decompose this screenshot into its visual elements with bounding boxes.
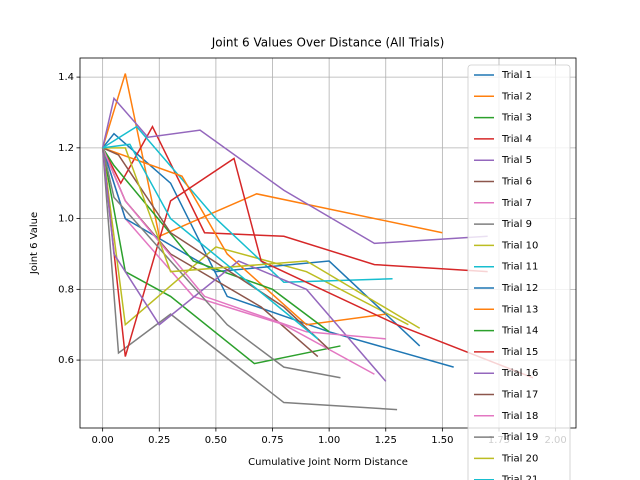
legend-label: Trial 20 [501, 453, 538, 464]
series-line [102, 132, 454, 368]
y-tick-label: 1.4 [58, 72, 74, 83]
series-line [102, 147, 330, 351]
legend-label: Trial 9 [501, 219, 532, 230]
series-line [101, 147, 341, 365]
series-line [101, 147, 421, 347]
series-line [101, 147, 386, 340]
legend-label: Trial 12 [501, 283, 538, 294]
chart-title: Joint 6 Values Over Distance (All Trials… [211, 36, 445, 50]
series-line [102, 147, 421, 329]
y-tick-label: 1.0 [58, 214, 74, 225]
series-line [101, 147, 387, 382]
legend-label: Trial 2 [501, 91, 532, 102]
legend-label: Trial 1 [501, 70, 532, 81]
series-line [101, 73, 443, 238]
x-tick-label: 0.25 [148, 435, 170, 446]
legend-label: Trial 10 [501, 240, 538, 251]
legend-label: Trial 4 [501, 134, 532, 145]
legend-label: Trial 3 [501, 113, 532, 124]
legend: Trial 1 Trial 2 Trial 3 Trial 4 Trial 5 Trial… [467, 64, 571, 480]
x-axis-label: Cumulative Joint Norm Distance [248, 457, 408, 468]
plot-frame [79, 57, 577, 429]
x-tick-label: 0.50 [205, 435, 227, 446]
y-axis-label: Joint 6 Value [29, 212, 40, 275]
legend-label: Trial 5 [501, 155, 532, 166]
series-line [101, 125, 488, 273]
series-line [101, 147, 341, 379]
x-tick-label: 1.25 [375, 435, 397, 446]
x-tick-label: 0.00 [92, 435, 114, 446]
x-tick-label: 0.75 [261, 435, 283, 446]
y-tick-label: 0.6 [58, 355, 74, 366]
series-line [101, 147, 534, 379]
series-line [102, 147, 386, 326]
x-tick-label: 1.50 [431, 435, 453, 446]
x-tick-label: 1.00 [318, 435, 340, 446]
y-tick-label: 0.8 [58, 284, 74, 295]
series-line [101, 96, 488, 245]
series-line [101, 147, 398, 411]
legend-label: Trial 15 [501, 347, 538, 358]
series-line [102, 143, 319, 340]
legend-label: Trial 7 [501, 198, 532, 209]
legend-label: Trial 13 [501, 304, 538, 315]
legend-label: Trial 16 [501, 368, 538, 379]
legend-label: Trial 11 [501, 262, 538, 273]
legend-label: Trial 21 [501, 475, 538, 480]
y-tick-label: 1.2 [58, 143, 74, 154]
legend-box [467, 64, 571, 480]
series-line [102, 125, 393, 284]
legend-label: Trial 19 [501, 432, 538, 443]
legend-label: Trial 14 [501, 326, 538, 337]
legend-label: Trial 6 [501, 177, 532, 188]
legend-label: Trial 18 [501, 411, 538, 422]
legend-label: Trial 17 [501, 390, 538, 401]
series-line [101, 147, 409, 327]
series-line [102, 147, 330, 333]
